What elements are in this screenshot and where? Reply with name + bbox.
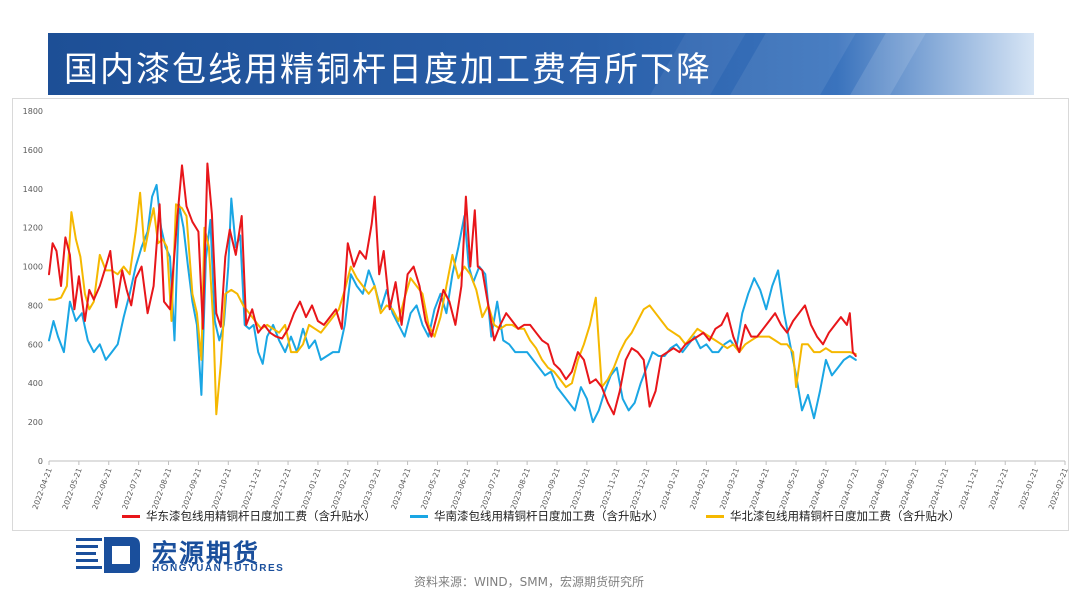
legend-label-north: 华北漆包线用精铜杆日度加工费（含升贴水）: [730, 509, 960, 523]
chart-legend: 华东漆包线用精铜杆日度加工费（含升贴水） 华南漆包线用精铜杆日度加工费（含升贴水…: [0, 508, 1080, 526]
y-tick-label: 400: [28, 379, 43, 388]
logo-text-en: HONGYUAN FUTURES: [152, 563, 285, 574]
legend-swatch-north: [706, 514, 724, 518]
series-line-east: [48, 162, 857, 416]
x-tick-label: 2024-05-21: [778, 466, 801, 510]
x-tick-label: 2023-12-21: [628, 466, 651, 510]
y-tick-label: 1000: [23, 263, 43, 272]
line-chart: 0 200 400 600 800 1000 1200 1400 1600 1800 2022-04…: [23, 107, 1070, 511]
series-line-south: [48, 183, 857, 424]
x-tick-label: 2023-02-21: [329, 466, 352, 510]
legend-item-east: 华东漆包线用精铜杆日度加工费（含升贴水）: [122, 508, 376, 524]
y-tick-label: 1800: [23, 107, 43, 116]
y-tick-label: 1400: [23, 185, 43, 194]
title-banner: 国内漆包线用精铜杆日度加工费有所下降: [48, 33, 1034, 95]
x-tick-label: 2022-11-21: [240, 466, 263, 510]
company-logo: 宏源期货 HONGYUAN FUTURES: [74, 534, 314, 576]
x-tick-label: 2024-08-21: [867, 466, 890, 510]
banner-stripe: [850, 33, 926, 95]
x-tick-label: 2023-10-21: [568, 466, 591, 510]
x-tick-label: 2022-10-21: [210, 466, 233, 510]
legend-item-south: 华南漆包线用精铜杆日度加工费（含升贴水）: [410, 508, 664, 524]
x-tick-label: 2024-02-21: [688, 466, 711, 510]
x-tick-label: 2024-12-21: [987, 466, 1010, 510]
x-tick-label: 2024-03-21: [718, 466, 741, 510]
x-tick-label: 2023-06-21: [449, 466, 472, 510]
y-tick-label: 1600: [23, 146, 43, 155]
y-tick-label: 600: [28, 340, 43, 349]
x-tick-label: 2022-06-21: [90, 466, 113, 510]
x-tick-label: 2023-09-21: [539, 466, 562, 510]
x-tick-label: 2023-04-21: [389, 466, 412, 510]
x-tick-label: 2023-03-21: [359, 466, 382, 510]
y-tick-label: 800: [28, 301, 43, 310]
x-tick-label: 2024-06-21: [807, 466, 830, 510]
x-tick-label: 2023-07-21: [479, 466, 502, 510]
x-tick-label: 2023-05-21: [419, 466, 442, 510]
x-tick-label: 2023-01-21: [299, 466, 322, 510]
legend-item-north: 华北漆包线用精铜杆日度加工费（含升贴水）: [706, 508, 960, 524]
x-tick-label: 2022-12-21: [270, 466, 293, 510]
legend-swatch-south: [410, 514, 428, 518]
x-tick-label: 2023-11-21: [598, 466, 621, 510]
source-note: 资料来源：WIND，SMM，宏源期货研究所: [414, 575, 644, 589]
x-tick-label: 2024-04-21: [748, 466, 771, 510]
x-tick-label: 2022-05-21: [60, 466, 83, 510]
y-tick-label: 1200: [23, 224, 43, 233]
banner-stripe: [730, 33, 856, 95]
legend-label-south: 华南漆包线用精铜杆日度加工费（含升贴水）: [434, 509, 664, 523]
x-tick-label: 2025-01-21: [1017, 466, 1040, 510]
x-tick-label: 2024-01-21: [658, 466, 681, 510]
x-tick-label: 2024-10-21: [927, 466, 950, 510]
page-title: 国内漆包线用精铜杆日度加工费有所下降: [64, 50, 712, 90]
x-tick-label: 2025-02-21: [1047, 466, 1070, 510]
y-tick-label: 0: [38, 457, 43, 466]
x-tick-label: 2022-09-21: [180, 466, 203, 510]
x-tick-label: 2022-08-21: [150, 466, 173, 510]
x-tick-label: 2023-08-21: [509, 466, 532, 510]
logo-text-cn: 宏源期货: [152, 539, 261, 568]
x-tick-label: 2024-11-21: [957, 466, 980, 510]
y-tick-label: 200: [28, 418, 43, 427]
series-line-north: [48, 191, 857, 416]
chart-frame: 0 200 400 600 800 1000 1200 1400 1600 1800 2022-04…: [12, 98, 1070, 531]
x-tick-label: 2022-04-21: [31, 466, 54, 510]
x-tick-label: 2024-09-21: [897, 466, 920, 510]
legend-label-east: 华东漆包线用精铜杆日度加工费（含升贴水）: [146, 509, 376, 523]
x-tick-label: 2024-07-21: [837, 466, 860, 510]
x-tick-label: 2022-07-21: [120, 466, 143, 510]
logo-mark-icon: [76, 537, 140, 573]
legend-swatch-east: [122, 514, 140, 518]
